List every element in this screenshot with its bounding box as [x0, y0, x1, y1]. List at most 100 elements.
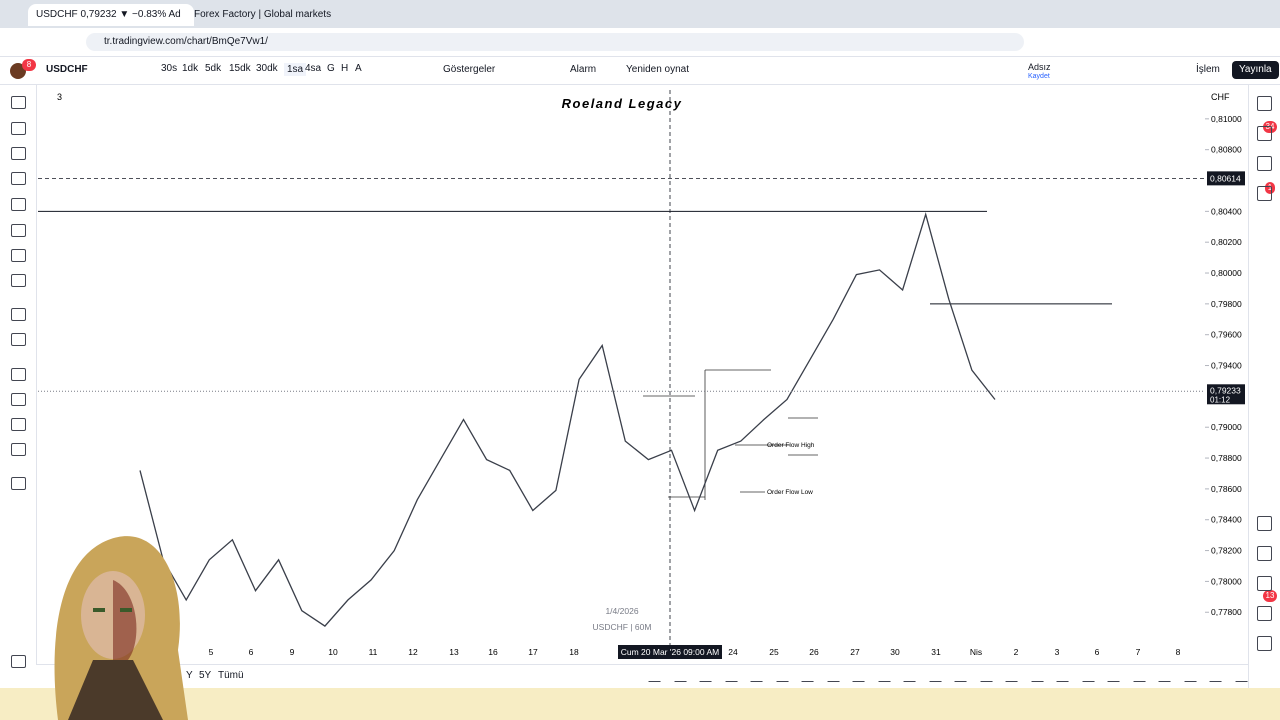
interval[interactable]: G	[327, 63, 335, 74]
interval[interactable]: 5dk	[205, 63, 222, 74]
tool-icon[interactable]	[11, 368, 26, 381]
sidebar-icon[interactable]	[1257, 606, 1272, 621]
trade[interactable]: İşlem	[1196, 64, 1220, 75]
sidebar-icon[interactable]	[1257, 636, 1272, 651]
bottom-toolbar	[36, 664, 1248, 689]
sidebar-icon[interactable]	[1257, 546, 1272, 561]
price-line	[139, 212, 996, 627]
x-tick-label: 27	[850, 647, 860, 657]
range[interactable]: 5Y	[199, 670, 212, 681]
x-tick-label: 2	[1014, 647, 1019, 657]
tool-icon[interactable]	[11, 274, 26, 287]
sidebar-icon[interactable]	[1257, 156, 1272, 171]
x-tick-label: 24	[728, 647, 738, 657]
x-tick-label: 13	[449, 647, 459, 657]
currency: CHF	[1211, 92, 1230, 102]
badge: 1	[1265, 182, 1275, 194]
streamer-portrait	[54, 536, 188, 720]
badge: 13	[1263, 590, 1277, 602]
x-tick-label: 17	[528, 647, 538, 657]
tab[interactable]: Forex Factory | Global markets	[186, 4, 352, 26]
y-tick-label: 0,80000	[1211, 268, 1242, 278]
tab-title: USDCHF 0,79232 ▼ −0.83% Ad	[36, 9, 181, 20]
symbol[interactable]: USDCHF	[46, 64, 88, 75]
x-tick-label: 26	[809, 647, 819, 657]
x-tick-label: 16	[488, 647, 498, 657]
tool-icon[interactable]	[11, 443, 26, 456]
range[interactable]: Y	[186, 670, 193, 681]
range[interactable]: Tümü	[218, 670, 244, 681]
y-tick-label: 0,80800	[1211, 145, 1242, 155]
x-tick-label: Nis	[970, 647, 982, 657]
legend-count: 3	[57, 92, 62, 102]
countdown: 01:12	[1210, 395, 1231, 404]
tool-icon[interactable]	[11, 96, 26, 109]
drawing-tools	[0, 85, 37, 688]
x-tick-label: 18	[569, 647, 579, 657]
x-tick-label: 10	[328, 647, 338, 657]
alarm[interactable]: Alarm	[570, 64, 597, 75]
y-tick-label: 0,79800	[1211, 299, 1242, 309]
sidebar-icon[interactable]	[1257, 96, 1272, 111]
tool-icon[interactable]	[11, 249, 26, 262]
y-tick-label: 0,77800	[1211, 607, 1242, 617]
tool-icon[interactable]	[11, 224, 26, 237]
x-tick-label: 7	[1136, 647, 1141, 657]
tool-icon[interactable]	[11, 172, 26, 185]
interval[interactable]: 30dk	[256, 63, 278, 74]
tool-icon[interactable]	[11, 477, 26, 490]
annotation: Order Flow High	[767, 442, 815, 449]
url-field[interactable]: tr.tradingview.com/chart/BmQe7Vw1/	[86, 33, 1024, 51]
last-price: 0,79233	[1210, 385, 1241, 395]
interval[interactable]: 1dk	[182, 63, 199, 74]
sidebar-icon[interactable]	[1257, 516, 1272, 531]
y-tick-label: 0,79000	[1211, 422, 1242, 432]
y-tick-label: 0,78800	[1211, 453, 1242, 463]
watermark: Roeland Legacy	[562, 96, 683, 111]
sidebar-icon[interactable]	[1257, 126, 1272, 141]
replay[interactable]: Yeniden oynat	[626, 64, 690, 75]
annotation: USDCHF | 60M	[593, 622, 652, 632]
interval[interactable]: 4sa	[305, 63, 322, 74]
crosshair-price: 0,80614	[1210, 173, 1241, 183]
y-tick-label: 0,78600	[1211, 484, 1242, 494]
y-tick-label: 0,78200	[1211, 546, 1242, 556]
tool-icon[interactable]	[11, 198, 26, 211]
sidebar-icon[interactable]	[1257, 576, 1272, 591]
tab-bar: USDCHF 0,79232 ▼ −0.83% Ad Forex Factory…	[0, 0, 1280, 28]
tab-title: Forex Factory | Global markets	[194, 9, 332, 20]
interval[interactable]: 1sa	[284, 63, 307, 76]
interval[interactable]: 30s	[161, 63, 178, 74]
tool-icon[interactable]	[11, 418, 26, 431]
tool-icon[interactable]	[11, 308, 26, 321]
x-tick-label: 3	[1055, 647, 1060, 657]
taskbar	[0, 688, 1280, 720]
x-tick-label: 6	[249, 647, 254, 657]
interval[interactable]: H	[341, 63, 349, 74]
indicators[interactable]: Göstergeler	[443, 64, 496, 75]
annotation: Order Flow Low	[767, 489, 813, 496]
y-tick-label: 0,80400	[1211, 206, 1242, 216]
x-tick-label: 5	[209, 647, 214, 657]
x-tick-label: 11	[369, 647, 378, 657]
y-tick-label: 0,79600	[1211, 330, 1242, 340]
tool-icon[interactable]	[11, 393, 26, 406]
layout-name[interactable]: Adsız	[1028, 62, 1051, 72]
x-tick-label: 25	[769, 647, 779, 657]
tool-icon[interactable]	[11, 655, 26, 668]
layout-saved: Kaydet	[1028, 73, 1050, 80]
interval[interactable]: A	[355, 63, 362, 74]
tool-icon[interactable]	[11, 122, 26, 135]
tab[interactable]: USDCHF 0,79232 ▼ −0.83% Ad	[28, 4, 194, 26]
crosshair-time-box	[618, 645, 722, 659]
x-tick-label: 6	[1095, 647, 1100, 657]
tool-icon[interactable]	[11, 333, 26, 346]
publish[interactable]: Yayınla	[1232, 61, 1279, 79]
crosshair-time: Cum 20 Mar '26 09:00 AM	[621, 647, 719, 657]
sidebar-icon[interactable]	[1257, 186, 1272, 201]
interval[interactable]: 15dk	[229, 63, 251, 74]
tool-icon[interactable]	[11, 147, 26, 160]
